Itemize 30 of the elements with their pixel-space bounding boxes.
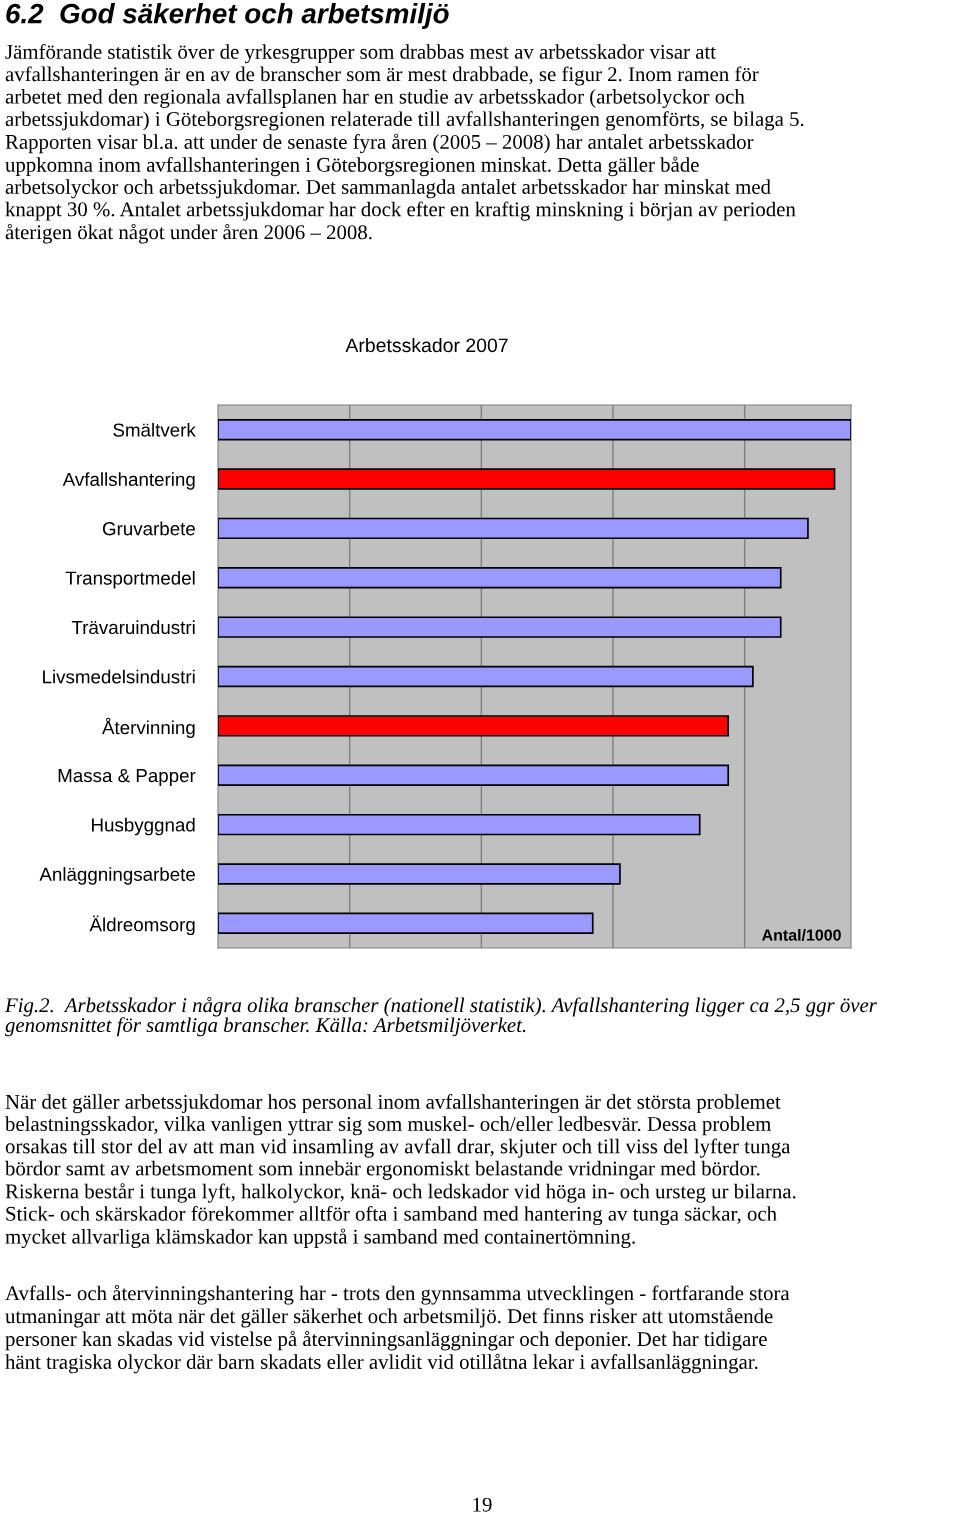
y-tick-label: Transportmedel <box>65 570 195 589</box>
bar <box>218 468 836 490</box>
text: Avfalls- och återvinningshantering har - trots den gynnsamma utvecklingen - fortfarande stora utmaningar att möta när det gäller säkerhet och arbetsmiljö. Det finns risker att utomstående personer kan skadas vid vistelse på återvinningsanläggningar och deponier. Det har tidigare hänt tragiska olyckor där barn skadats eller avlidit vid otillåtna lekar i avfallsanläggningar. <box>5 1285 790 1374</box>
bar <box>218 517 809 540</box>
text: 6.2 God säkerhet och arbetsmiljö <box>6 3 449 29</box>
text: När det gäller arbetssjukdomar hos personal inom avfallshanteringen är det största problemet belastningsskador, vilka vanligen yttrar sig som muskel- och/eller ledbesvär. Dessa problem orsakas till stor del av att man vid insamling av avfall drar, skjuter och till viss del lyfter tunga bördor samt av arbetsmoment som innebär ergonomiskt belastande vridningar med bördor. Riskerna består i tunga lyft, halkolyckor, knä- och ledskador vid höga in- och ursteg ur bilarna. Stick- och skärskador förekommer alltför ofta i samband med hantering av tunga säckar, och mycket allvarliga klämskador kan uppstå i samband med containertömning. <box>5 1094 796 1249</box>
y-tick-label: Anläggningsarbete <box>39 867 195 885</box>
bar <box>218 567 782 589</box>
y-tick-label: Äldreomsorg <box>89 915 195 936</box>
x-axis-title: Antal/1000 <box>762 929 841 941</box>
bar <box>218 665 754 688</box>
bar <box>218 764 730 786</box>
y-tick-label: Smältverk <box>113 422 196 437</box>
y-tick-label: Avfallshantering <box>62 472 195 490</box>
text: Jämförande statistik över de yrkesgrupper som drabbas mest av arbetsskador visar att avfallshanteringen är en av de branscher som är mest drabbade, se figur 2. Inom ramen för arbetet med den regionala avfallsplanen har en studie av arbetsskador (arbetsolyckor och arbetssjukdomar) i Göteborgsregionen relaterade till avfallshanteringen genomförts, se bilaga 5. Rapporten visar bl.a. att under de senaste fyra åren (2005 – 2008) har antalet arbetsskador uppkomna inom avfallshanteringen i Göteborgsregionen minskat. Detta gäller både arbetsolyckor och arbetssjukdomar. Det sammanlagda antalet arbetsskador har minskat med knappt 30 %. Antalet arbetssjukdomar har dock efter en kraftig minskning i början av perioden återigen ökat något under åren 2006 – 2008. <box>5 44 804 244</box>
chart-title: Arbetsskador 2007 <box>345 337 508 353</box>
text: 19 <box>473 1497 492 1512</box>
y-tick-label: Gruvarbete <box>102 521 195 536</box>
y-tick-label: Återvinning <box>102 717 195 738</box>
bar <box>218 912 594 935</box>
bar <box>218 715 730 737</box>
caption: Fig.2. Arbetsskador i några olika branscher (nationell statistik). Avfallshantering ligger ca 2,5 ggr över genomsnittet för samtliga branscher. Källa: Arbetsmiljöverket. <box>4 997 877 1037</box>
bar <box>218 863 621 885</box>
bar <box>218 418 851 441</box>
bar <box>218 813 701 836</box>
y-tick-label: Livsmedelsindustri <box>43 669 195 684</box>
bar <box>218 616 782 638</box>
y-tick-label: Massa & Papper <box>58 769 196 786</box>
y-tick-label: Husbyggnad <box>92 817 195 836</box>
y-tick-label: Trävaruindustri <box>71 620 195 635</box>
